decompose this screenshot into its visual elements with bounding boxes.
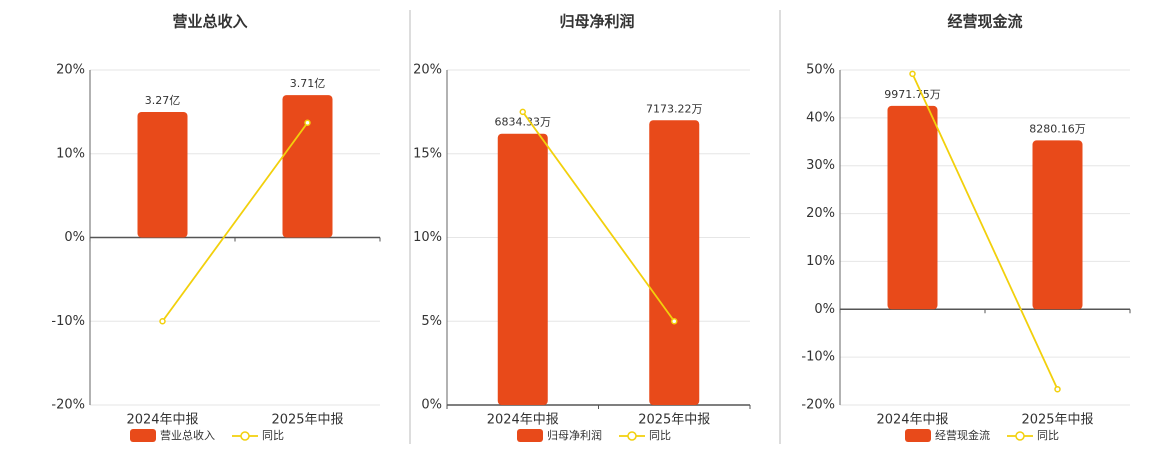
value-label: 6834.33万 xyxy=(495,116,552,129)
y-tick-label: -20% xyxy=(51,398,85,413)
y-tick-label: 30% xyxy=(806,158,835,173)
legend-label: 同比 xyxy=(1037,429,1059,442)
line xyxy=(161,122,309,322)
line xyxy=(522,111,675,322)
value-label: 3.27亿 xyxy=(145,94,181,107)
bar xyxy=(887,105,938,310)
x-tick-label: 2024年中报 xyxy=(487,413,559,428)
legend-swatch xyxy=(517,429,543,442)
point xyxy=(159,318,166,325)
bar xyxy=(497,133,548,405)
y-tick-label: 20% xyxy=(56,63,85,78)
y-tick-label: 10% xyxy=(806,254,835,269)
value-label: 7173.22万 xyxy=(646,102,703,115)
value-label: 3.71亿 xyxy=(290,77,326,90)
bar xyxy=(137,112,188,238)
bar xyxy=(649,120,700,405)
y-tick-label: 20% xyxy=(413,63,442,78)
value-label: 8280.16万 xyxy=(1029,122,1086,135)
legend-swatch xyxy=(905,429,931,442)
x-tick-label: 2025年中报 xyxy=(1021,413,1093,428)
legend-label: 同比 xyxy=(262,429,284,442)
legend-label: 同比 xyxy=(649,429,671,442)
legend-point xyxy=(627,431,637,441)
point xyxy=(671,318,678,325)
bar xyxy=(282,95,333,238)
y-tick-label: 10% xyxy=(56,146,85,161)
y-tick-label: -10% xyxy=(801,350,835,365)
y-tick-label: 0% xyxy=(64,230,85,245)
point xyxy=(909,70,916,78)
x-tick-label: 2024年中报 xyxy=(876,413,948,428)
y-tick-label: 10% xyxy=(413,230,442,245)
y-tick-label: -20% xyxy=(801,398,835,413)
legend-point xyxy=(240,431,250,441)
x-tick-label: 2025年中报 xyxy=(638,413,710,428)
point xyxy=(304,119,311,127)
legend-label: 经营现金流 xyxy=(935,428,990,442)
legend-label: 营业总收入 xyxy=(160,428,215,442)
y-tick-label: 50% xyxy=(806,63,835,78)
point xyxy=(519,108,526,116)
legend-swatch xyxy=(130,429,156,442)
legend-label: 归母净利润 xyxy=(547,428,602,442)
chart-title: 经营现金流 xyxy=(947,13,1022,31)
y-tick-label: 0% xyxy=(814,302,835,317)
y-tick-label: 15% xyxy=(413,146,442,161)
x-tick-label: 2025年中报 xyxy=(271,413,343,428)
y-tick-label: 5% xyxy=(421,314,442,329)
point xyxy=(1054,385,1061,393)
x-tick-label: 2024年中报 xyxy=(126,413,198,428)
y-tick-label: -10% xyxy=(51,314,85,329)
bar xyxy=(1032,140,1083,310)
value-label: 9971.75万 xyxy=(884,88,941,101)
chart-title: 归母净利润 xyxy=(559,13,634,31)
legend-point xyxy=(1015,431,1025,441)
y-tick-label: 20% xyxy=(806,206,835,221)
chart-title: 营业总收入 xyxy=(172,13,247,31)
line xyxy=(911,73,1059,390)
y-tick-label: 40% xyxy=(806,110,835,125)
y-tick-label: 0% xyxy=(421,398,442,413)
